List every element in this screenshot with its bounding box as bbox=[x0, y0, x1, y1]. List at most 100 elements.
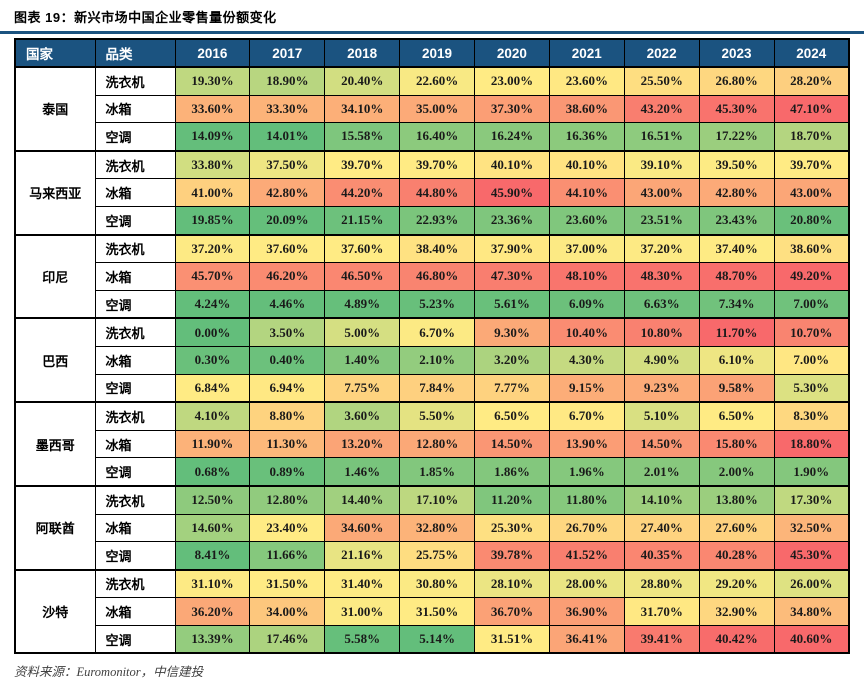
col-header-country: 国家 bbox=[14, 38, 96, 68]
value-cell: 12.50% bbox=[174, 484, 251, 515]
value-cell: 5.23% bbox=[399, 289, 475, 319]
col-header-year-2020: 2020 bbox=[474, 38, 550, 68]
table-row: 冰箱 33.60% 33.30% 34.10% 35.00% 37.30% 38.60% 43… bbox=[15, 94, 850, 124]
value-cell: 11.70% bbox=[698, 317, 775, 347]
value-cell: 25.75% bbox=[399, 541, 475, 571]
value-cell: 7.75% bbox=[324, 373, 401, 403]
value-cell: 14.50% bbox=[474, 429, 550, 459]
value-cell: 14.40% bbox=[324, 484, 401, 515]
country-cell: 阿联酋 bbox=[14, 484, 96, 571]
category-cell: 冰箱 bbox=[94, 262, 176, 291]
category-cell: 空调 bbox=[94, 624, 176, 654]
value-cell: 39.78% bbox=[474, 541, 550, 571]
value-cell: 3.50% bbox=[249, 317, 326, 347]
value-cell: 45.30% bbox=[698, 94, 775, 124]
value-cell: 13.39% bbox=[174, 624, 251, 654]
value-cell: 40.10% bbox=[548, 149, 625, 180]
value-cell: 11.20% bbox=[474, 484, 550, 515]
value-cell: 40.42% bbox=[698, 624, 775, 654]
value-cell: 37.00% bbox=[548, 233, 625, 264]
value-cell: 43.20% bbox=[623, 94, 700, 124]
category-cell: 冰箱 bbox=[94, 597, 176, 626]
value-cell: 5.30% bbox=[773, 373, 850, 403]
col-header-year-2021: 2021 bbox=[548, 38, 625, 68]
value-cell: 48.10% bbox=[548, 262, 625, 291]
value-cell: 31.70% bbox=[623, 597, 700, 626]
value-cell: 17.10% bbox=[399, 484, 475, 515]
value-cell: 6.10% bbox=[698, 345, 775, 375]
value-cell: 20.40% bbox=[324, 65, 401, 96]
category-cell: 空调 bbox=[94, 205, 176, 236]
category-cell: 洗衣机 bbox=[94, 317, 176, 347]
value-cell: 8.41% bbox=[174, 541, 251, 571]
value-cell: 5.61% bbox=[474, 289, 550, 319]
value-cell: 7.84% bbox=[399, 373, 475, 403]
value-cell: 23.40% bbox=[249, 513, 326, 543]
category-cell: 洗衣机 bbox=[94, 568, 176, 599]
value-cell: 6.50% bbox=[474, 401, 550, 431]
value-cell: 11.80% bbox=[548, 484, 625, 515]
value-cell: 18.90% bbox=[249, 65, 326, 96]
value-cell: 26.00% bbox=[773, 568, 850, 599]
value-cell: 44.80% bbox=[399, 178, 475, 207]
value-cell: 1.90% bbox=[773, 457, 850, 487]
value-cell: 39.70% bbox=[324, 149, 401, 180]
table-row: 冰箱 14.60% 23.40% 34.60% 32.80% 25.30% 26.70% 27… bbox=[15, 513, 850, 543]
category-cell: 洗衣机 bbox=[94, 401, 176, 431]
col-header-year-2017: 2017 bbox=[249, 38, 326, 68]
table-row: 泰国 洗衣机 19.30% 18.90% 20.40% 22.60% 23.00% 23.60… bbox=[14, 65, 850, 152]
market-share-heatmap-table: 国家 品类 2016 2017 2018 2019 2020 2021 2022 2023 2024… bbox=[14, 38, 850, 655]
value-cell: 14.01% bbox=[249, 122, 326, 152]
value-cell: 31.10% bbox=[174, 568, 251, 599]
value-cell: 37.20% bbox=[174, 233, 251, 264]
value-cell: 33.60% bbox=[174, 94, 251, 124]
category-cell: 冰箱 bbox=[94, 178, 176, 207]
value-cell: 12.80% bbox=[399, 429, 475, 459]
value-cell: 40.35% bbox=[623, 541, 700, 571]
value-cell: 21.15% bbox=[324, 205, 401, 236]
value-cell: 39.70% bbox=[399, 149, 475, 180]
value-cell: 43.00% bbox=[623, 178, 700, 207]
value-cell: 19.85% bbox=[174, 205, 251, 236]
value-cell: 48.70% bbox=[698, 262, 775, 291]
value-cell: 33.80% bbox=[174, 149, 251, 180]
value-cell: 23.36% bbox=[474, 205, 550, 236]
value-cell: 30.80% bbox=[399, 568, 475, 599]
title-divider-rule bbox=[0, 31, 864, 34]
value-cell: 1.46% bbox=[324, 457, 401, 487]
value-cell: 16.36% bbox=[548, 122, 625, 152]
col-header-year-2023: 2023 bbox=[698, 38, 775, 68]
value-cell: 9.23% bbox=[623, 373, 700, 403]
value-cell: 34.10% bbox=[324, 94, 401, 124]
value-cell: 40.28% bbox=[698, 541, 775, 571]
value-cell: 40.10% bbox=[474, 149, 550, 180]
value-cell: 42.80% bbox=[698, 178, 775, 207]
value-cell: 11.30% bbox=[249, 429, 326, 459]
value-cell: 7.00% bbox=[773, 345, 850, 375]
value-cell: 36.70% bbox=[474, 597, 550, 626]
value-cell: 10.40% bbox=[548, 317, 625, 347]
figure-title: 图表 19：新兴市场中国企业零售量份额变化 bbox=[14, 10, 277, 25]
value-cell: 48.30% bbox=[623, 262, 700, 291]
value-cell: 2.01% bbox=[623, 457, 700, 487]
table-row: 空调 4.24% 4.46% 4.89% 5.23% 5.61% 6.09% 6.63% 7.3… bbox=[15, 289, 850, 319]
value-cell: 13.90% bbox=[548, 429, 625, 459]
table-row: 马来西亚 洗衣机 33.80% 37.50% 39.70% 39.70% 40.10% 40.… bbox=[14, 149, 850, 236]
value-cell: 31.50% bbox=[399, 597, 475, 626]
table-row: 冰箱 41.00% 42.80% 44.20% 44.80% 45.90% 44.10% 43… bbox=[15, 178, 850, 207]
value-cell: 1.85% bbox=[399, 457, 475, 487]
value-cell: 6.50% bbox=[698, 401, 775, 431]
value-cell: 39.50% bbox=[698, 149, 775, 180]
value-cell: 5.10% bbox=[623, 401, 700, 431]
value-cell: 17.22% bbox=[698, 122, 775, 152]
value-cell: 8.80% bbox=[249, 401, 326, 431]
value-cell: 17.30% bbox=[773, 484, 850, 515]
value-cell: 37.50% bbox=[249, 149, 326, 180]
value-cell: 47.30% bbox=[474, 262, 550, 291]
table-row: 冰箱 36.20% 34.00% 31.00% 31.50% 36.70% 36.90% 31… bbox=[15, 597, 850, 626]
value-cell: 31.00% bbox=[324, 597, 401, 626]
value-cell: 0.68% bbox=[174, 457, 251, 487]
table-row: 印尼 洗衣机 37.20% 37.60% 37.60% 38.40% 37.90% 37.00… bbox=[14, 233, 850, 319]
category-cell: 空调 bbox=[94, 373, 176, 403]
value-cell: 28.00% bbox=[548, 568, 625, 599]
